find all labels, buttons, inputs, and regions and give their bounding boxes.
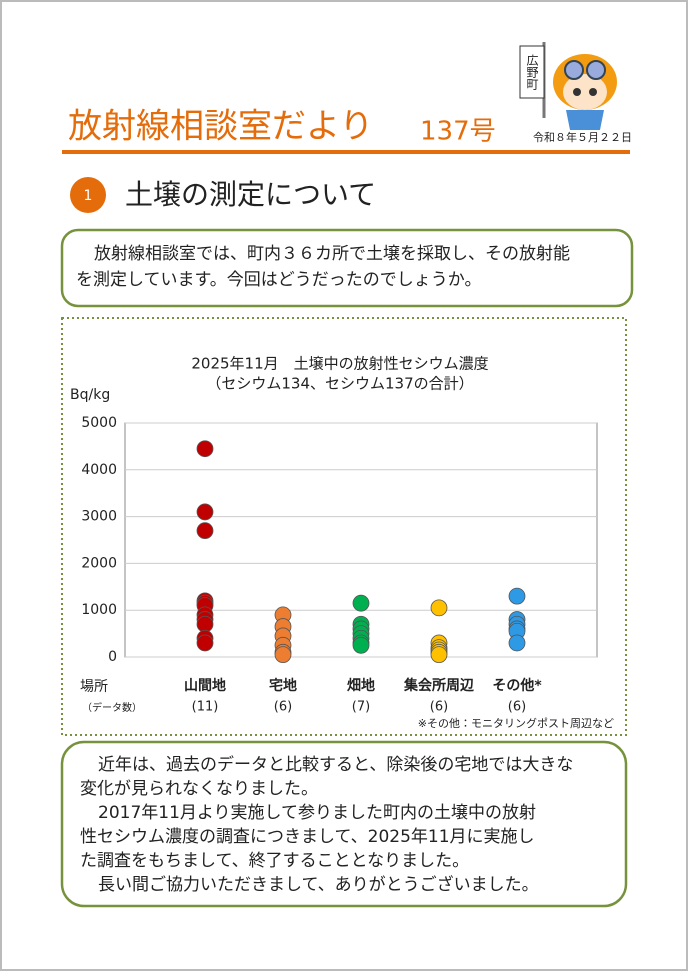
y-tick-label: 5000 — [81, 415, 117, 431]
y-tick-label: 1000 — [81, 602, 117, 618]
intro-box — [60, 228, 634, 308]
y-axis-label: Bq/kg — [70, 387, 110, 403]
chart-subtitle: （セシウム134、セシウム137の合計） — [206, 375, 473, 393]
chart-box — [61, 317, 627, 736]
closing-line: 2017年11月より実施して参りました町内の土壌中の放射 — [98, 803, 536, 823]
section-badge — [70, 177, 106, 213]
y-tick-label: 2000 — [81, 555, 117, 571]
data-point — [196, 615, 214, 633]
chart-title: 2025年11月 土壌中の放射性セシウム濃度 — [191, 355, 488, 373]
y-tick-label: 3000 — [81, 509, 117, 525]
x-tick-label: 宅地 — [269, 677, 297, 694]
data-point — [196, 440, 214, 458]
count-header: （データ数） — [82, 701, 142, 714]
issue: 137号 — [420, 117, 496, 147]
chart: 2025年11月 土壌中の放射性セシウム濃度 （セシウム134、セシウム137の… — [70, 355, 614, 731]
data-point — [274, 646, 292, 664]
data-point — [196, 522, 214, 540]
closing-line: 近年は、過去のデータと比較すると、除染後の宅地では大きな — [98, 754, 573, 775]
chart-note: ※その他：モニタリングポスト周辺など — [418, 716, 614, 730]
data-point — [196, 634, 214, 652]
data-point — [352, 594, 370, 612]
closing-line: た調査をもちまして、終了することとなりました。 — [80, 851, 469, 871]
mascot-flag: 広野町 — [525, 54, 539, 90]
closing-box — [60, 740, 628, 908]
intro-line: 放射線相談室では、町内３６カ所で土壌を採取し、その放射能 — [94, 244, 570, 264]
date: 令和８年５月２２日 — [533, 130, 632, 144]
x-tick-label: 集会所周辺 — [403, 677, 474, 694]
section-heading: 土壌の測定について — [125, 178, 376, 211]
mascot: 広野町 — [519, 42, 617, 130]
x-axis-label: 場所 — [80, 679, 108, 695]
data-point — [430, 646, 448, 664]
closing-line: 変化が見られなくなりました。 — [80, 779, 318, 799]
intro-line: を測定しています。今回はどうだったのでしょうか。 — [76, 270, 481, 290]
count-label: (6) — [508, 700, 526, 715]
count-label: (7) — [352, 700, 370, 715]
data-point — [352, 636, 370, 654]
count-label: (6) — [274, 700, 292, 715]
title: 放射線相談室だより — [68, 107, 373, 147]
section-number: 1 — [84, 188, 93, 204]
x-tick-label: 山間地 — [184, 677, 226, 694]
y-tick-label: 4000 — [81, 462, 117, 478]
data-point — [508, 634, 526, 652]
closing-line: 性セシウム濃度の調査につきまして、2025年11月に実施し — [80, 827, 535, 847]
count-label: (6) — [430, 700, 448, 715]
data-point — [430, 599, 448, 617]
closing-line: 長い間ご協力いただきまして、ありがとうございました。 — [98, 874, 539, 895]
header-rule — [62, 150, 630, 154]
y-tick-label: 0 — [108, 649, 117, 665]
x-tick-label: その他* — [492, 677, 542, 694]
data-point — [196, 503, 214, 521]
count-label: (11) — [192, 700, 219, 715]
data-point — [508, 587, 526, 605]
x-tick-label: 畑地 — [346, 677, 375, 694]
